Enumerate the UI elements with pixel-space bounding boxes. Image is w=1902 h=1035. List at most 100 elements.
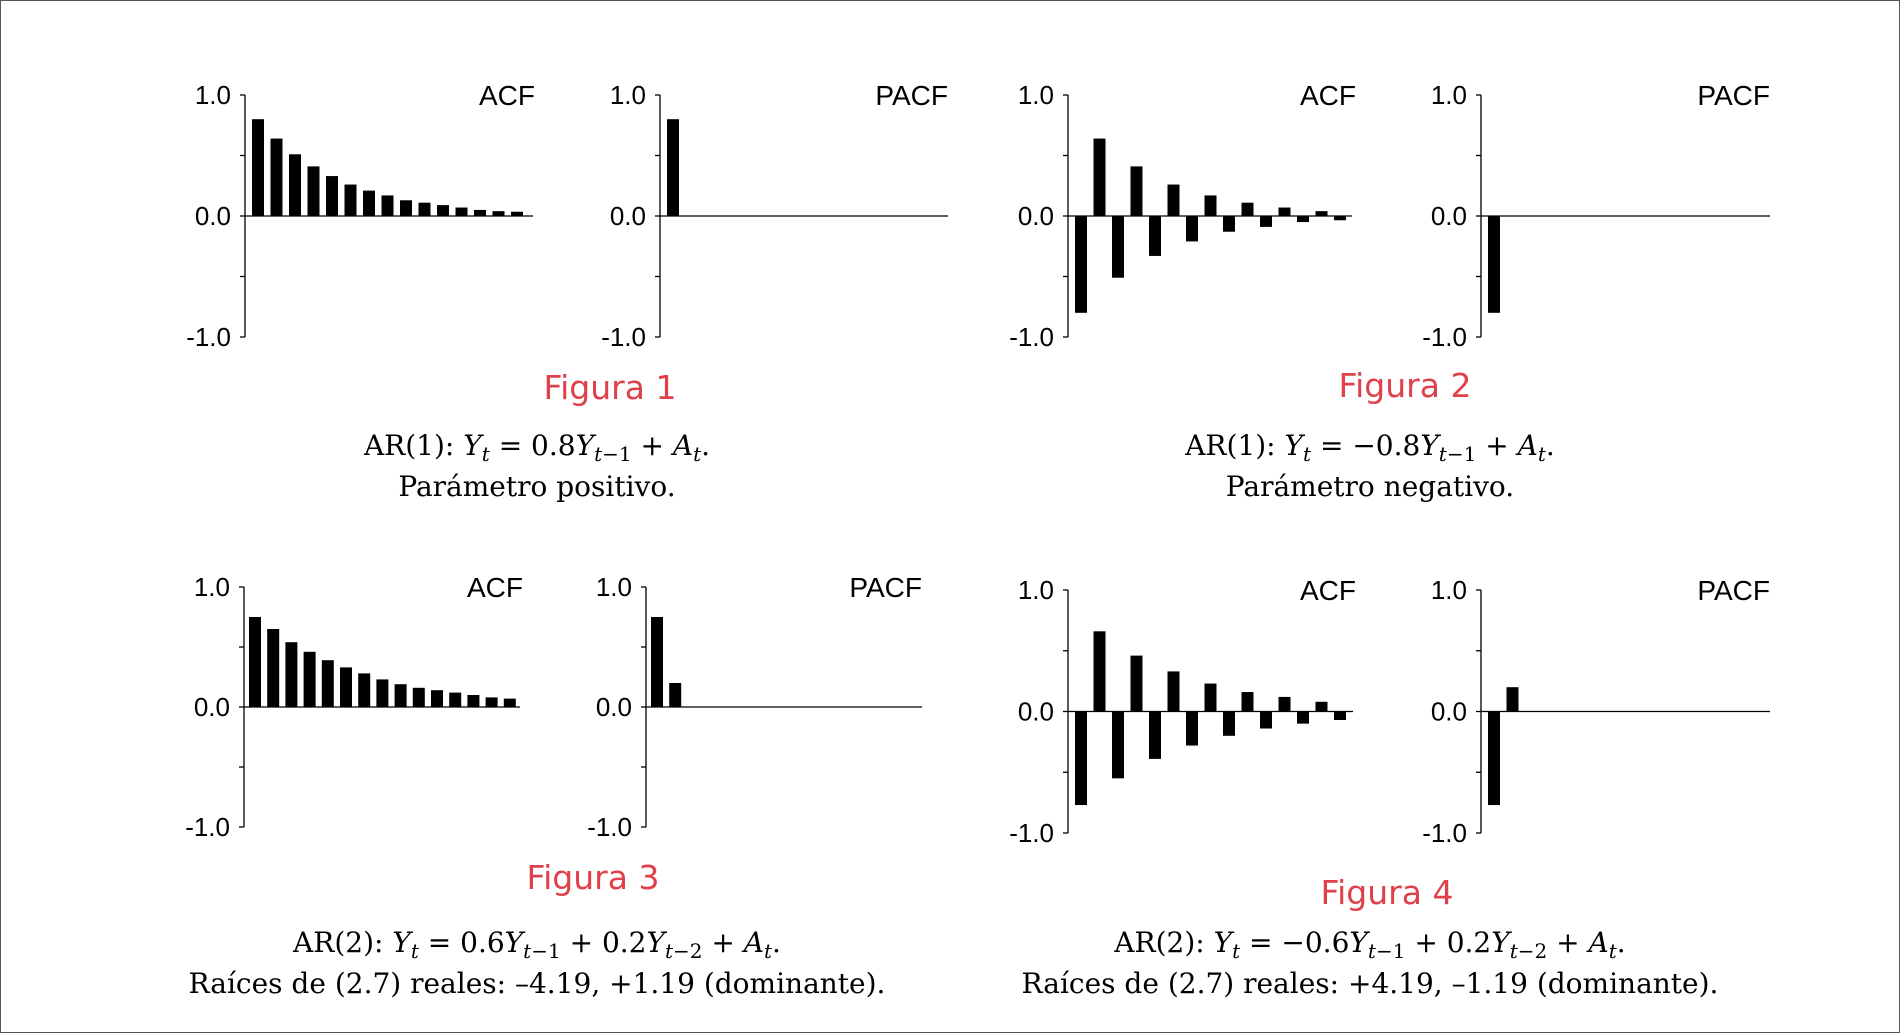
fig1-acf-bar [363,190,375,216]
fig3-acf-bar [358,673,371,707]
caption-1: AR(1): Yt = 0.8Yt−1 + At. Parámetro posi… [364,425,710,507]
fig2-pacf-tick-label: -1.0 [1422,322,1467,352]
fig2-acf-tick-label: -1.0 [1009,322,1054,352]
fig4-acf-bar [1167,671,1180,712]
figure-1-label: Figura 1 [543,368,677,407]
fig2-acf-title: ACF [1300,80,1356,111]
fig4-acf-bar [1186,711,1198,746]
figure-3-label: Figura 3 [526,858,660,897]
fig3-acf-bar [467,695,480,707]
caption-3-equation: AR(2): Yt = 0.6Yt−1 + 0.2Yt−2 + At. [293,926,781,963]
fig2-pacf-tick-label: 1.0 [1431,80,1467,110]
figure-2-label: Figura 2 [1338,366,1472,405]
fig3-acf-bar [303,651,316,707]
fig4-pacf-tick-label: 0.0 [1431,697,1467,727]
fig1-acf-bar [474,209,486,216]
caption-4: AR(2): Yt = −0.6Yt−1 + 0.2Yt−2 + At. Raí… [1022,922,1719,1004]
fig3-acf-bar [249,617,261,707]
fig4-pacf-tick-label: -1.0 [1422,818,1467,848]
fig4-acf-bar [1223,711,1235,736]
fig2-pacf-bar [1488,216,1500,313]
fig4-pacf-bar [1488,711,1500,806]
fig2-acf-bar [1149,216,1161,256]
fig3-acf-bar [412,687,425,707]
fig2-acf-bar [1315,211,1328,216]
caption-1-line2: Parámetro positivo. [398,470,676,503]
fig3-acf-bar [376,679,389,707]
fig4-acf-tick-label: -1.0 [1009,818,1054,848]
fig1-acf-title: ACF [479,80,535,111]
fig4-acf-bar [1278,696,1291,712]
fig4-acf-bar [1130,655,1143,712]
fig2-acf-bar [1167,184,1180,216]
fig1-acf-tick-label: -1.0 [186,322,231,352]
fig2-acf-bar [1334,216,1346,221]
fig1-acf-bar [252,119,264,216]
fig4-acf-bar [1075,711,1087,806]
fig2-acf-bar [1112,216,1124,278]
fig1-acf-bar [344,184,357,216]
fig1-acf-bar [326,176,338,216]
fig2-acf-bar [1204,195,1217,216]
fig3-acf-bar [503,698,516,707]
fig1-pacf-bar [667,119,679,216]
fig1-acf-bar [437,205,449,216]
fig2-acf-bar [1130,166,1143,216]
fig4-acf-tick-label: 1.0 [1018,575,1054,605]
fig3-pacf-tick-label: -1.0 [587,812,632,842]
fig3-acf-bar [321,660,334,707]
fig2-acf-bar [1278,207,1291,216]
fig4-acf-bar [1149,711,1161,759]
caption-3: AR(2): Yt = 0.6Yt−1 + 0.2Yt−2 + At. Raíc… [189,922,886,1004]
fig2-acf-bar [1260,216,1272,227]
caption-2-line2: Parámetro negativo. [1225,470,1515,503]
fig4-acf-bar [1204,683,1217,712]
fig2-acf-tick-label: 0.0 [1018,201,1054,231]
fig3-acf-bar [394,684,407,707]
fig3-acf-title: ACF [467,572,523,603]
fig1-acf-tick-label: 0.0 [195,201,231,231]
fig1-acf-bar [307,166,320,216]
fig1-acf-bar [418,202,431,216]
fig4-acf-bar [1112,711,1124,779]
fig2-acf-bar [1241,202,1254,216]
fig4-acf-title: ACF [1300,575,1356,606]
fig4-acf-bar [1315,701,1328,712]
fig2-pacf-title: PACF [1697,80,1770,111]
fig1-acf-bar [455,207,468,216]
fig3-acf-tick-label: 1.0 [194,572,230,602]
fig2-acf-tick-label: 1.0 [1018,80,1054,110]
fig3-pacf-tick-label: 0.0 [596,692,632,722]
fig1-acf-bar [400,200,412,216]
fig1-acf-bar [289,154,301,216]
fig3-pacf-bar [669,683,682,707]
fig3-acf-bar [431,690,443,707]
fig4-pacf-bar [1506,687,1519,712]
fig1-acf-tick-label: 1.0 [195,80,231,110]
fig3-acf-bar [340,667,352,707]
fig2-acf-bar [1297,216,1309,223]
fig4-pacf-tick-label: 1.0 [1431,575,1467,605]
fig4-pacf-title: PACF [1697,575,1770,606]
fig1-pacf-title: PACF [875,80,948,111]
caption-1-equation: AR(1): Yt = 0.8Yt−1 + At. [363,429,711,466]
fig3-acf-bar [285,642,298,707]
fig4-acf-bar [1260,711,1272,729]
fig4-acf-tick-label: 0.0 [1018,697,1054,727]
fig2-acf-bar [1186,216,1198,242]
fig4-acf-bar [1241,692,1254,712]
caption-4-line2: Raíces de (2.7) reales: +4.19, –1.19 (do… [1021,967,1719,1000]
caption-3-line2: Raíces de (2.7) reales: –4.19, +1.19 (do… [188,967,886,1000]
fig1-acf-bar [381,195,394,216]
fig1-pacf-tick-label: 0.0 [610,201,646,231]
fig3-acf-bar [267,629,280,707]
fig4-acf-bar [1093,631,1106,712]
fig1-acf-bar [511,211,523,216]
fig1-acf-bar [270,138,283,216]
caption-2: AR(1): Yt = −0.8Yt−1 + At. Parámetro neg… [1185,425,1555,507]
fig4-acf-bar [1334,711,1346,721]
fig2-acf-bar [1093,138,1106,216]
fig3-pacf-bar [651,617,663,707]
